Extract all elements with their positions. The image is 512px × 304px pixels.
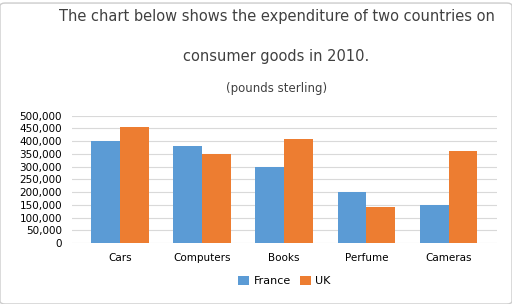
- Text: consumer goods in 2010.: consumer goods in 2010.: [183, 49, 370, 64]
- Bar: [367, 207, 395, 243]
- Legend: France, UK: France, UK: [233, 272, 335, 291]
- Bar: [173, 146, 202, 243]
- Text: The chart below shows the expenditure of two countries on: The chart below shows the expenditure of…: [58, 9, 495, 24]
- Bar: [337, 192, 367, 243]
- Bar: [284, 139, 313, 243]
- Bar: [120, 127, 148, 243]
- Bar: [91, 141, 120, 243]
- Bar: [202, 154, 231, 243]
- Bar: [449, 151, 477, 243]
- Bar: [420, 205, 449, 243]
- Bar: [255, 167, 284, 243]
- Text: (pounds sterling): (pounds sterling): [226, 82, 327, 95]
